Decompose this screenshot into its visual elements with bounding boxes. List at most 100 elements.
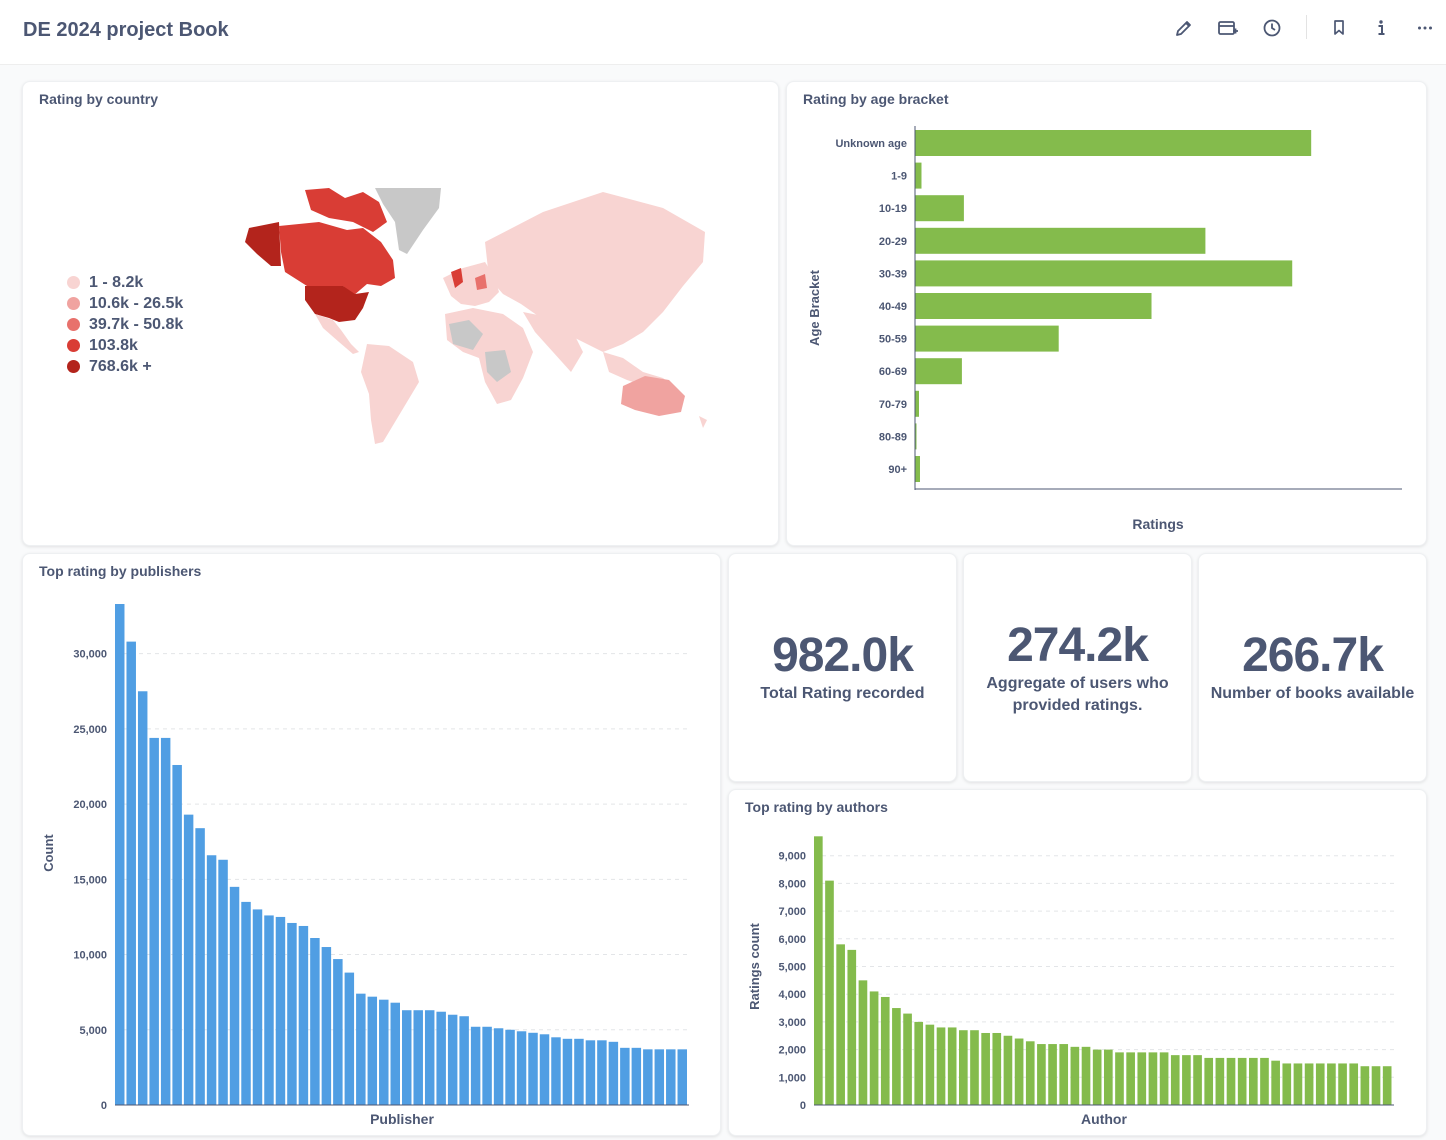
bar[interactable]: [608, 1041, 619, 1105]
bar[interactable]: [1048, 1044, 1057, 1105]
bar[interactable]: [1282, 1063, 1292, 1105]
more-icon[interactable]: [1413, 16, 1437, 40]
bar[interactable]: [298, 925, 309, 1105]
bar[interactable]: [1104, 1049, 1113, 1105]
bar[interactable]: [321, 947, 332, 1105]
bar[interactable]: [137, 691, 148, 1105]
bar[interactable]: [666, 1049, 676, 1105]
bar[interactable]: [149, 737, 159, 1105]
bar[interactable]: [847, 949, 857, 1105]
bar[interactable]: [287, 922, 297, 1105]
bar[interactable]: [1371, 1066, 1381, 1105]
history-icon[interactable]: [1260, 16, 1284, 40]
bar[interactable]: [947, 1027, 957, 1105]
bar[interactable]: [1092, 1049, 1102, 1105]
bar[interactable]: [115, 604, 125, 1105]
bar[interactable]: [1159, 1052, 1169, 1105]
bar[interactable]: [825, 880, 834, 1105]
bar[interactable]: [1260, 1057, 1269, 1105]
bar[interactable]: [1271, 1060, 1280, 1105]
bar[interactable]: [252, 909, 263, 1105]
bar[interactable]: [992, 1032, 1002, 1105]
bar[interactable]: [914, 1021, 924, 1105]
bar[interactable]: [562, 1038, 573, 1105]
bar[interactable]: [195, 828, 205, 1105]
bar[interactable]: [528, 1032, 538, 1105]
bar[interactable]: [367, 996, 378, 1105]
bar[interactable]: [1182, 1055, 1191, 1105]
bar[interactable]: [631, 1047, 642, 1105]
bar[interactable]: [390, 1002, 400, 1105]
bar[interactable]: [379, 999, 389, 1105]
bar[interactable]: [459, 1016, 469, 1105]
bar[interactable]: [436, 1011, 446, 1105]
bar[interactable]: [470, 1026, 481, 1105]
bar[interactable]: [1059, 1044, 1069, 1105]
bar[interactable]: [892, 1008, 901, 1105]
bar[interactable]: [574, 1038, 584, 1105]
bar[interactable]: [936, 1027, 946, 1105]
bar[interactable]: [1215, 1057, 1225, 1105]
bar[interactable]: [539, 1034, 550, 1105]
bar[interactable]: [858, 980, 868, 1105]
bar[interactable]: [344, 972, 355, 1105]
bar[interactable]: [264, 915, 274, 1105]
bar[interactable]: [1148, 1052, 1158, 1105]
bar[interactable]: [229, 886, 240, 1105]
bar[interactable]: [241, 901, 251, 1105]
bar[interactable]: [1237, 1057, 1247, 1105]
bar[interactable]: [505, 1029, 515, 1105]
bar[interactable]: [915, 423, 917, 450]
bar[interactable]: [1226, 1057, 1236, 1105]
bar[interactable]: [402, 1010, 412, 1105]
bar[interactable]: [356, 993, 366, 1105]
bar[interactable]: [493, 1028, 504, 1105]
bar[interactable]: [880, 996, 890, 1105]
bar[interactable]: [183, 814, 194, 1105]
bar[interactable]: [482, 1026, 492, 1105]
bar[interactable]: [126, 641, 136, 1105]
bar[interactable]: [869, 991, 879, 1105]
bar[interactable]: [959, 1030, 968, 1105]
bar[interactable]: [620, 1047, 630, 1105]
bar[interactable]: [915, 456, 920, 482]
info-icon[interactable]: [1369, 16, 1393, 40]
bar[interactable]: [1170, 1055, 1180, 1105]
bar[interactable]: [1293, 1063, 1303, 1105]
bar[interactable]: [1014, 1038, 1024, 1105]
bar[interactable]: [1025, 1041, 1035, 1105]
bar[interactable]: [836, 944, 845, 1105]
bar[interactable]: [1126, 1052, 1135, 1105]
bar[interactable]: [1070, 1046, 1080, 1105]
edit-icon[interactable]: [1172, 16, 1196, 40]
bar[interactable]: [915, 293, 1152, 319]
bar[interactable]: [424, 1010, 435, 1105]
bar[interactable]: [654, 1049, 665, 1105]
bar[interactable]: [1315, 1063, 1325, 1105]
bar[interactable]: [1249, 1057, 1258, 1105]
bar[interactable]: [1360, 1066, 1370, 1105]
bar[interactable]: [1003, 1035, 1013, 1105]
bar[interactable]: [1037, 1044, 1046, 1105]
bar[interactable]: [1304, 1063, 1314, 1105]
bar[interactable]: [585, 1040, 596, 1105]
bar[interactable]: [1081, 1046, 1091, 1105]
bar[interactable]: [333, 959, 343, 1105]
bar[interactable]: [1115, 1052, 1124, 1105]
bookmark-icon[interactable]: [1327, 16, 1351, 40]
bar[interactable]: [1382, 1066, 1392, 1105]
bar[interactable]: [925, 1024, 935, 1105]
bar[interactable]: [516, 1031, 527, 1105]
bar[interactable]: [915, 390, 919, 417]
bar[interactable]: [677, 1049, 687, 1105]
subscribe-icon[interactable]: [1216, 16, 1240, 40]
bar[interactable]: [1193, 1055, 1202, 1105]
bar[interactable]: [275, 916, 286, 1105]
bar[interactable]: [643, 1049, 653, 1105]
bar[interactable]: [915, 260, 1293, 287]
bar[interactable]: [1137, 1052, 1147, 1105]
bar[interactable]: [814, 836, 823, 1105]
bar[interactable]: [551, 1037, 561, 1105]
bar[interactable]: [160, 737, 171, 1105]
bar[interactable]: [1338, 1063, 1347, 1105]
